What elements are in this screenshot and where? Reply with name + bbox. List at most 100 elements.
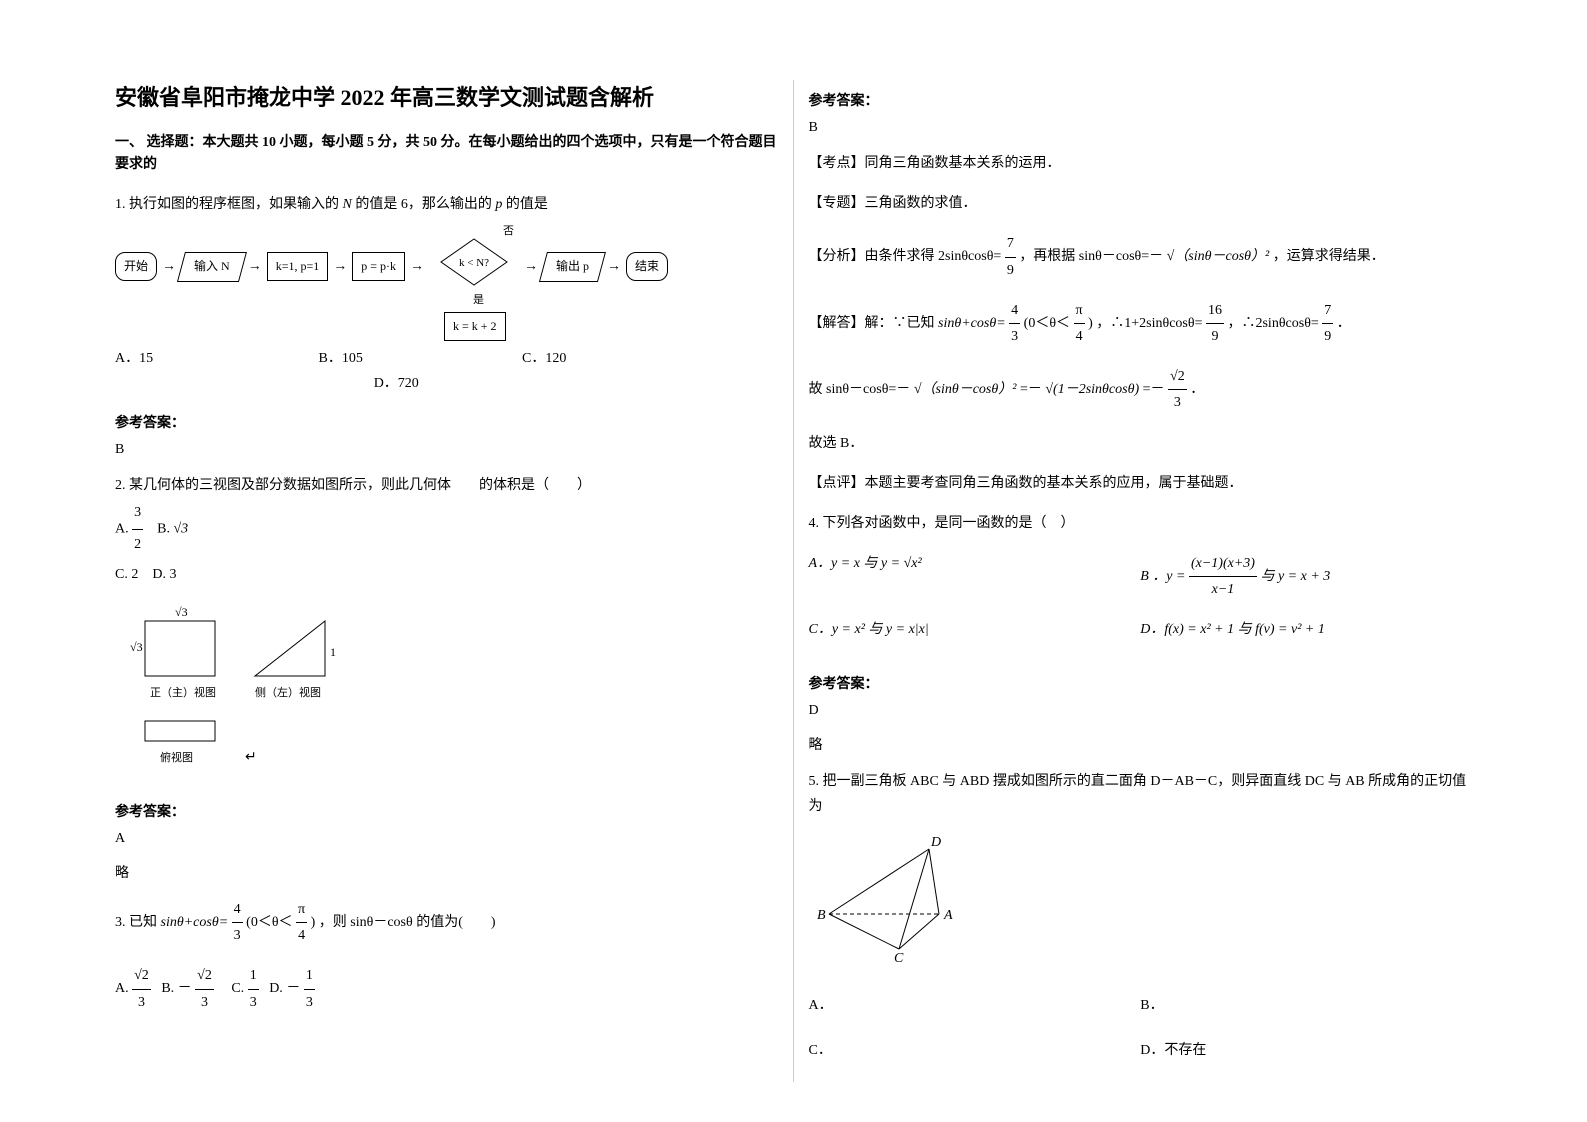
svg-text:k < N?: k < N? xyxy=(459,257,489,269)
q4-opt-a: A．y = x 与 y = √x² xyxy=(809,551,1141,602)
q3-solve: 【解答】解：∵已知 sinθ+cosθ= 4 3 (0＜θ＜ π 4 ) ，∴1… xyxy=(809,298,1473,349)
q3-l2-pre: 故 sinθ－cosθ=－ xyxy=(809,382,911,397)
flow-diamond-svg: k < N? xyxy=(439,237,509,287)
right-column: 参考答案： B 【考点】同角三角函数基本关系的运用． 【专题】三角函数的求值． … xyxy=(794,80,1488,1082)
q1-options-row1: A．15 B．105 C．120 xyxy=(115,346,778,371)
three-view-diagram: √3 √3 1 正（主）视图 侧（左）视图 俯视图 ↵ xyxy=(115,601,778,781)
q3-l2-end: ． xyxy=(1190,382,1204,397)
q2-opt-d: D. 3 xyxy=(152,567,176,582)
q1-answer-label: 参考答案： xyxy=(115,412,778,432)
q3-opt-d-pre: D. xyxy=(269,981,286,996)
arrow-icon: → xyxy=(162,254,176,279)
q3-solve-end: ． xyxy=(1337,316,1351,331)
q2-answer: A xyxy=(115,831,778,847)
svg-text:C: C xyxy=(894,951,904,964)
question-3: 3. 已知 sinθ+cosθ= 4 3 (0＜θ＜ π 4 ) ，则 sinθ… xyxy=(115,897,778,1015)
q3-l2-sqrt2: √(1－2sinθcosθ) xyxy=(1045,382,1139,397)
q5-opt-d: D．不存在 xyxy=(1140,1038,1472,1063)
flow-calc: p = p·k xyxy=(352,252,405,282)
q4-opt-c: C．y = x² 与 y = x|x| xyxy=(809,617,1141,642)
q4-text: 4. 下列各对函数中，是同一函数的是（ ） xyxy=(809,511,1473,536)
q3-range-end: ) xyxy=(311,915,316,930)
question-4: 4. 下列各对函数中，是同一函数的是（ ） A．y = x 与 y = √x² … xyxy=(809,511,1473,658)
q5-opt-a: A． xyxy=(809,993,1141,1018)
q3-post: ，则 sinθ－cosθ 的值为( ) xyxy=(319,915,496,930)
q3-ana-sqrt: √（sinθ－cosθ）² xyxy=(1167,249,1270,264)
q1-opt-a: A．15 xyxy=(115,346,315,371)
svg-text:↵: ↵ xyxy=(245,750,257,765)
flow-no: 否 xyxy=(503,222,514,242)
question-2: 2. 某几何体的三视图及部分数据如图所示，则此几何体 的体积是（ ） A. 3 … xyxy=(115,473,778,782)
q3-line2: 故 sinθ－cosθ=－ √（sinθ－cosθ）² =－ √(1－2sinθ… xyxy=(809,364,1473,415)
svg-text:正（主）视图: 正（主）视图 xyxy=(150,685,216,699)
q3-opt-b-neg: － xyxy=(178,981,192,996)
q1-text: 1. 执行如图的程序框图，如果输入的 xyxy=(115,197,339,212)
arrow-icon: → xyxy=(333,254,347,279)
q2-opt-b-val: √3 xyxy=(173,521,188,536)
svg-text:√3: √3 xyxy=(175,605,188,619)
q3-opt-b-frac: √2 3 xyxy=(195,963,214,1014)
q3-ana-frac1: 7 9 xyxy=(1005,231,1016,282)
q3-analysis: 【分析】由条件求得 2sinθcosθ= 7 9 ，再根据 sinθ－cosθ=… xyxy=(809,231,1473,282)
q1-answer: B xyxy=(115,442,778,458)
q3-solve-mid1: ，∴1+2sinθcosθ= xyxy=(1096,316,1202,331)
q2-opt-a-frac: 3 2 xyxy=(132,498,143,561)
q1-opt-c: C．120 xyxy=(522,346,566,371)
q3-l2-frac: √2 3 xyxy=(1168,364,1187,415)
svg-text:俯视图: 俯视图 xyxy=(160,750,193,764)
left-column: 安徽省阜阳市掩龙中学 2022 年高三数学文测试题含解析 一、 选择题：本大题共… xyxy=(100,80,794,1082)
q2-skip: 略 xyxy=(115,862,778,882)
q3-ana-post: ，运算求得结果． xyxy=(1273,249,1385,264)
q5-diagram: D A B C xyxy=(809,834,1473,973)
q5-opt-c: C． xyxy=(809,1038,1141,1063)
q3-l2-eq2: =－ xyxy=(1143,382,1165,397)
q3-l2-eq1: =－ xyxy=(1020,382,1042,397)
q1-opt-b: B．105 xyxy=(319,346,519,371)
q1-text3: 的值是 xyxy=(506,197,548,212)
flow-init: k=1, p=1 xyxy=(267,252,329,282)
q3-solve-pre: 【解答】解：∵已知 xyxy=(809,316,935,331)
flow-yes: 是 xyxy=(473,291,484,311)
q3-opt-a-frac: √2 3 xyxy=(132,963,151,1014)
q2-options: A. 3 2 B. √3 C. 2 D. 3 xyxy=(115,498,778,591)
q3-frac: 4 3 xyxy=(232,897,243,948)
q3-l2-sqrt1: √（sinθ－cosθ）² xyxy=(914,382,1017,397)
q2-answer-label: 参考答案： xyxy=(115,801,778,821)
q3-solve-frac: 4 3 xyxy=(1009,298,1020,349)
question-5: 5. 把一副三角板 ABC 与 ABD 摆成如图所示的直二面角 D－AB－C，则… xyxy=(809,769,1473,1084)
q3-options: A. √2 3 B. － √2 3 C. 1 3 D. － 1 xyxy=(115,963,778,1014)
q3-opt-b-pre: B. xyxy=(161,981,177,996)
question-1: 1. 执行如图的程序框图，如果输入的 N 的值是 6，那么输出的 p 的值是 开… xyxy=(115,192,778,397)
q4-options: A．y = x 与 y = √x² B ．y = (x−1)(x+3) x−1 … xyxy=(809,551,1473,658)
q3-opt-d-frac: 1 3 xyxy=(304,963,315,1014)
flow-input: 输入 N xyxy=(177,252,247,282)
q4-skip: 略 xyxy=(809,734,1473,754)
q4-opt-b: B ．y = (x−1)(x+3) x−1 与 y = x + 3 xyxy=(1140,551,1472,602)
svg-text:B: B xyxy=(817,908,826,923)
q3-formula: sinθ+cosθ= xyxy=(161,915,229,930)
svg-text:√3: √3 xyxy=(130,640,143,654)
q4-opt-d: D．f(x) = x² + 1 与 f(v) = v² + 1 xyxy=(1140,617,1472,642)
q3-answer: B xyxy=(809,120,1473,136)
svg-text:A: A xyxy=(943,908,953,923)
q3-opt-c-frac: 1 3 xyxy=(248,963,259,1014)
q2-text: 2. 某几何体的三视图及部分数据如图所示，则此几何体 的体积是（ ） xyxy=(115,473,778,498)
q3-solve-pi-frac: π 4 xyxy=(1074,298,1085,349)
q3-topic: 【考点】同角三角函数基本关系的运用． xyxy=(809,151,1473,176)
q1-text2: 的值是 6，那么输出的 xyxy=(355,197,495,212)
q3-pi-frac: π 4 xyxy=(296,897,307,948)
exam-title: 安徽省阜阳市掩龙中学 2022 年高三数学文测试题含解析 xyxy=(115,80,778,112)
q3-range: (0＜θ＜ xyxy=(246,915,292,930)
flow-inc: k = k + 2 xyxy=(444,312,506,342)
q3-comment: 【点评】本题主要考查同角三角函数的基本关系的应用，属于基础题． xyxy=(809,471,1473,496)
section-header: 一、 选择题：本大题共 10 小题，每小题 5 分，共 50 分。在每小题给出的… xyxy=(115,132,778,177)
q3-ana-pre: 【分析】由条件求得 2sinθcosθ= xyxy=(809,249,1002,264)
q3-solve-frac3: 7 9 xyxy=(1322,298,1333,349)
q3-answer-label: 参考答案： xyxy=(809,90,1473,110)
q1-opt-d: D．720 xyxy=(15,371,778,396)
flow-output: 输出 p xyxy=(539,252,606,282)
q3-conclusion: 故选 B． xyxy=(809,431,1473,456)
q3-solve-range-end: ) xyxy=(1088,316,1093,331)
svg-text:D: D xyxy=(930,835,941,850)
arrow-icon: → xyxy=(248,254,262,279)
